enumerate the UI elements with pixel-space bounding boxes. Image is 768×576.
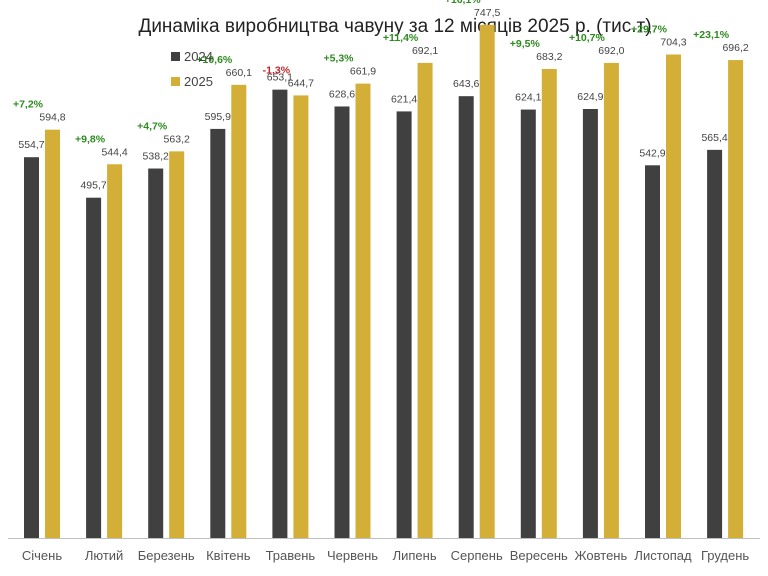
x-tick-label: Травень (266, 548, 316, 563)
bar-2025 (355, 83, 371, 538)
data-label-2024: 565,4 (701, 132, 727, 144)
data-label-2025: 544,4 (101, 146, 127, 158)
data-label-2024: 495,7 (80, 180, 106, 192)
bar-2024 (458, 96, 474, 538)
legend-swatch-2025 (171, 77, 180, 86)
data-label-2024: 554,7 (18, 139, 44, 151)
change-label: +29,7% (631, 23, 668, 35)
bar-2024 (582, 109, 598, 538)
bar-2024 (24, 157, 39, 538)
data-label-2025: 704,3 (660, 36, 686, 48)
bar-2025 (728, 60, 744, 538)
data-label-2025: 692,0 (598, 45, 624, 57)
legend-label-2025: 2025 (184, 74, 213, 89)
data-label-2024: 628,6 (329, 88, 355, 100)
change-label: +4,7% (137, 120, 168, 132)
x-tick-label: Вересень (510, 548, 568, 563)
data-label-2025: 696,2 (722, 42, 748, 54)
bar-2025 (603, 62, 619, 538)
x-tick-label: Січень (22, 548, 62, 563)
x-tick-label: Жовтень (575, 548, 628, 563)
data-label-2025: 594,8 (39, 112, 65, 124)
change-label: +5,3% (323, 53, 354, 65)
change-label: +9,5% (510, 38, 541, 50)
data-label-2024: 595,9 (205, 111, 231, 123)
change-label: +9,8% (75, 133, 106, 145)
legend-label-2024: 2024 (184, 49, 213, 64)
legend-swatch-2024 (171, 52, 180, 61)
x-tick-label: Березень (138, 548, 195, 563)
bar-2024 (86, 197, 102, 538)
bar-2025 (107, 164, 123, 538)
data-label-2025: 660,1 (226, 67, 252, 79)
bar-2024 (645, 165, 660, 539)
chart-title: Динаміка виробництва чавуну за 12 місяці… (138, 16, 652, 37)
data-label-2025: 644,7 (288, 77, 314, 89)
change-label: +10,6% (196, 54, 233, 66)
x-tick-label: Серпень (451, 548, 503, 563)
data-label-2024: 643,6 (453, 78, 479, 90)
x-tick-label: Липень (393, 548, 437, 563)
x-tick-label: Грудень (701, 548, 749, 563)
bar-2024 (334, 106, 350, 539)
bar-2025 (169, 151, 185, 538)
bar-2024 (520, 109, 536, 538)
bar-2025 (45, 129, 60, 538)
change-label: -1,3% (263, 64, 291, 76)
data-label-2024: 538,2 (143, 151, 169, 163)
data-label-2025: 661,9 (350, 66, 376, 78)
data-label-2024: 621,4 (391, 93, 417, 105)
change-label: +7,2% (13, 99, 44, 111)
bar-2025 (541, 68, 557, 538)
bar-2025 (666, 54, 681, 539)
bar-2024 (148, 168, 164, 538)
change-label: +16,1% (445, 0, 482, 6)
bar-2025 (479, 24, 495, 539)
change-label: +23,1% (693, 29, 730, 41)
change-label: +11,4% (383, 32, 419, 44)
bar-2025 (231, 84, 247, 539)
bar-2025 (293, 95, 309, 538)
x-tick-label: Червень (327, 548, 378, 563)
data-label-2024: 653,1 (267, 72, 293, 84)
x-tick-label: Лютий (85, 548, 123, 563)
bar-2024 (210, 128, 226, 538)
data-label-2025: 692,1 (412, 45, 438, 57)
data-label-2025: 747,5 (474, 7, 500, 19)
data-label-2024: 624,9 (577, 91, 603, 103)
data-label-2024: 542,9 (639, 147, 665, 159)
data-label-2025: 683,2 (536, 51, 562, 63)
x-tick-label: Квітень (206, 548, 251, 563)
data-label-2024: 624,1 (515, 92, 541, 104)
bar-2025 (417, 62, 433, 538)
bar-2024 (396, 111, 412, 538)
data-label-2025: 563,2 (164, 133, 190, 145)
bar-2024 (707, 149, 723, 538)
bar-2024 (272, 89, 288, 538)
change-label: +10,7% (569, 32, 606, 44)
x-tick-label: Листопад (634, 548, 692, 563)
